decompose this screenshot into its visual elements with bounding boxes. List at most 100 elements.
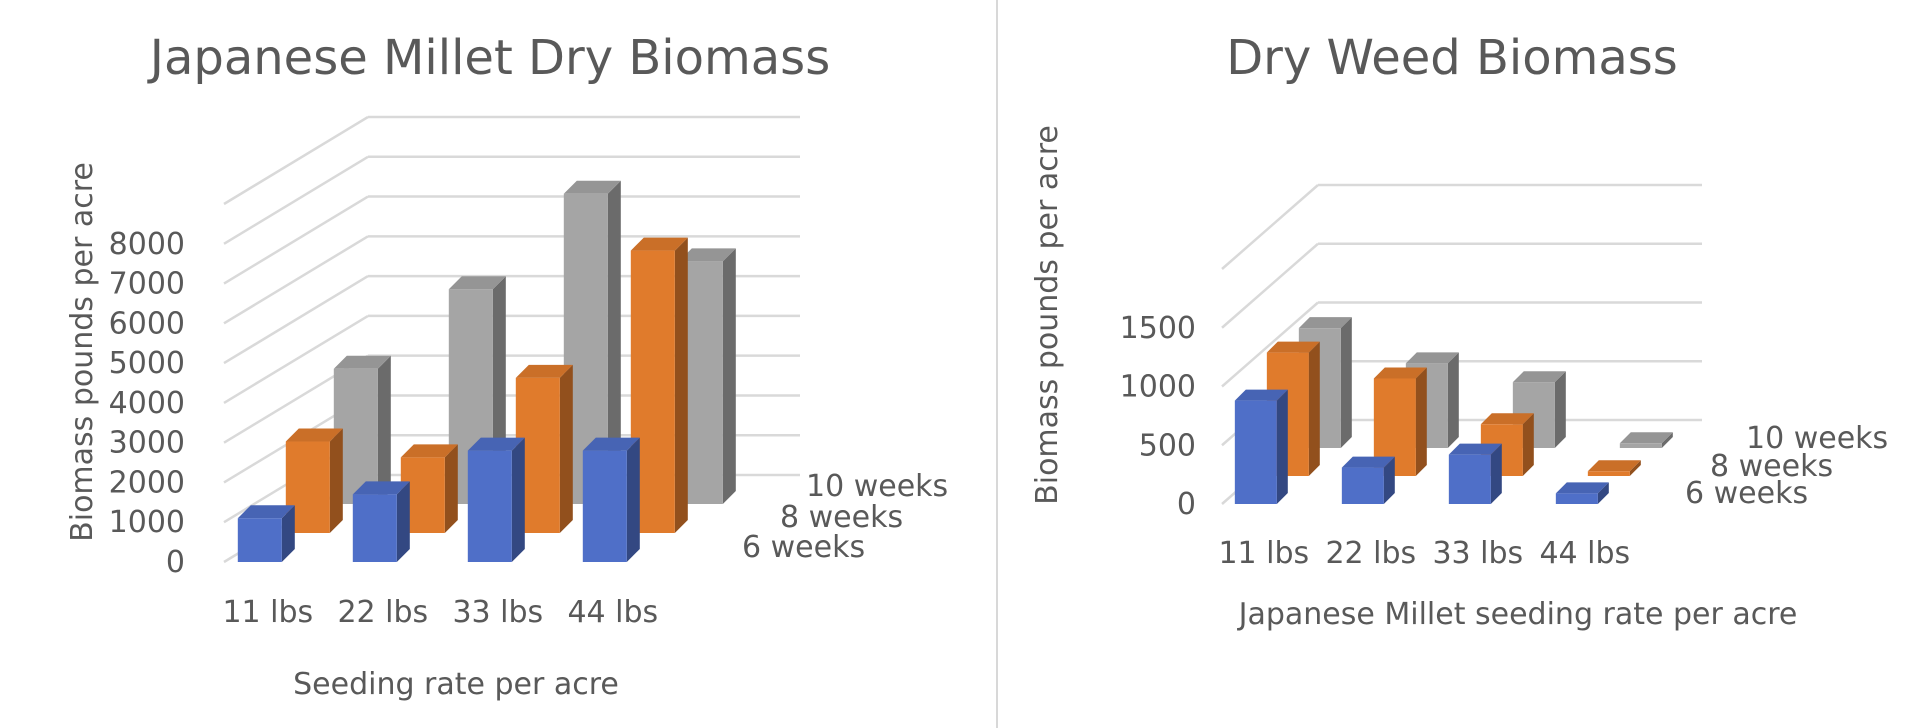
- x-tick-label: 33 lbs: [1432, 536, 1523, 571]
- bar-side: [329, 428, 343, 533]
- gridlines: [1221, 183, 1702, 505]
- chart-title: Japanese Millet Dry Biomass: [147, 30, 830, 86]
- bars: [237, 180, 736, 562]
- bar-side: [1597, 482, 1609, 504]
- side-gridline: [1221, 184, 1319, 270]
- bar-top: [237, 505, 295, 519]
- bar-side: [1276, 389, 1288, 504]
- bar-front: [1341, 467, 1384, 504]
- bar-side: [1415, 367, 1427, 476]
- side-gridline: [1221, 301, 1319, 388]
- bar-top: [448, 276, 506, 290]
- x-tick-label: 22 lbs: [1325, 536, 1416, 571]
- bar-front: [1619, 443, 1662, 448]
- bar-front: [467, 450, 512, 562]
- bar-6-weeks-22-lbs: [1341, 456, 1395, 504]
- chart-1: Japanese Millet Dry Biomass 0 1000 2000 3000…: [65, 30, 948, 702]
- bar-top: [515, 364, 573, 378]
- bar-side: [377, 355, 391, 504]
- bar-top: [1587, 460, 1641, 472]
- bar-side: [1629, 460, 1641, 476]
- bar-top: [467, 437, 525, 451]
- bar-6-weeks-11-lbs: [237, 505, 295, 562]
- bar-top: [1298, 317, 1352, 329]
- series-label: 6 weeks: [1685, 476, 1808, 511]
- chart-title: Dry Weed Biomass: [1226, 30, 1678, 86]
- bar-top: [1555, 482, 1609, 494]
- bar-top: [400, 444, 458, 458]
- x-tick-label: 44 lbs: [1539, 536, 1630, 571]
- x-tick-label: 22 lbs: [337, 595, 428, 630]
- bar-side: [674, 237, 688, 533]
- y-tick-label: 1000: [109, 505, 185, 540]
- bar-front: [1448, 454, 1491, 504]
- bar-front: [1555, 493, 1598, 504]
- bar-side: [396, 481, 410, 562]
- bar-top: [1512, 371, 1566, 383]
- bar-front: [1234, 400, 1277, 504]
- side-gridline: [223, 275, 369, 365]
- bar-side: [1308, 341, 1320, 476]
- bars: [1234, 317, 1673, 504]
- y-tick-label: 1000: [1120, 370, 1196, 405]
- bar-side: [1340, 317, 1352, 448]
- series-label: 10 weeks: [806, 469, 948, 504]
- bar-10-weeks-44-lbs: [1619, 432, 1673, 448]
- bar-front: [1587, 471, 1630, 476]
- bar-top: [630, 237, 688, 251]
- y-tick-label: 8000: [109, 227, 185, 262]
- bar-side: [722, 248, 736, 504]
- y-tick-label: 3000: [109, 426, 185, 461]
- bar-top: [1341, 456, 1395, 468]
- bar-top: [1405, 352, 1459, 364]
- side-gridline: [223, 115, 369, 206]
- y-tick-label: 6000: [109, 306, 185, 341]
- side-gridline: [223, 235, 369, 325]
- bar-side: [1661, 432, 1673, 448]
- series-label: 10 weeks: [1746, 421, 1888, 456]
- bar-top: [582, 437, 640, 451]
- bar-6-weeks-33-lbs: [1448, 443, 1502, 504]
- bar-side: [511, 437, 525, 562]
- side-gridline: [1221, 242, 1319, 329]
- bar-side: [444, 444, 458, 533]
- y-tick-label: 0: [166, 545, 185, 580]
- bar-side: [559, 364, 573, 533]
- x-tick-label: 11 lbs: [222, 595, 313, 630]
- bar-top: [1373, 367, 1427, 379]
- bar-side: [1554, 371, 1566, 448]
- y-tick-label: 0: [1177, 487, 1196, 522]
- panel-divider: [996, 0, 998, 728]
- y-tick-label: 2000: [109, 465, 185, 500]
- y-tick-label: 500: [1139, 428, 1196, 463]
- y-axis-label: Biomass pounds per acre: [65, 162, 100, 542]
- bar-top: [285, 428, 343, 442]
- bar-side: [1383, 456, 1395, 504]
- x-axis-label: Seeding rate per acre: [293, 667, 619, 702]
- bar-6-weeks-44-lbs: [1555, 482, 1609, 504]
- bar-top: [1480, 413, 1534, 425]
- chart-2: Dry Weed Biomass 0 500 1000 1500 Biomass poun…: [1030, 30, 1888, 632]
- bar-top: [1448, 443, 1502, 455]
- bar-8-weeks-44-lbs: [1587, 460, 1641, 476]
- series-label: 6 weeks: [742, 530, 865, 565]
- bar-top: [678, 248, 736, 262]
- bar-side: [1522, 413, 1534, 476]
- bar-6-weeks-22-lbs: [352, 481, 410, 562]
- bar-side: [281, 505, 295, 562]
- x-axis-label: Japanese Millet seeding rate per acre: [1237, 597, 1798, 632]
- bar-side: [1447, 352, 1459, 448]
- bar-side: [626, 437, 640, 562]
- x-tick-label: 33 lbs: [452, 595, 543, 630]
- x-tick-label: 11 lbs: [1218, 536, 1309, 571]
- bar-6-weeks-11-lbs: [1234, 389, 1288, 504]
- bar-front: [582, 450, 627, 562]
- bar-top: [1234, 389, 1288, 401]
- y-tick-label: 7000: [109, 267, 185, 302]
- bar-front: [352, 494, 397, 562]
- bar-side: [607, 180, 621, 504]
- y-tick-label: 4000: [109, 386, 185, 421]
- series-label: 8 weeks: [780, 500, 903, 535]
- bar-6-weeks-33-lbs: [467, 437, 525, 562]
- side-gridline: [223, 195, 369, 285]
